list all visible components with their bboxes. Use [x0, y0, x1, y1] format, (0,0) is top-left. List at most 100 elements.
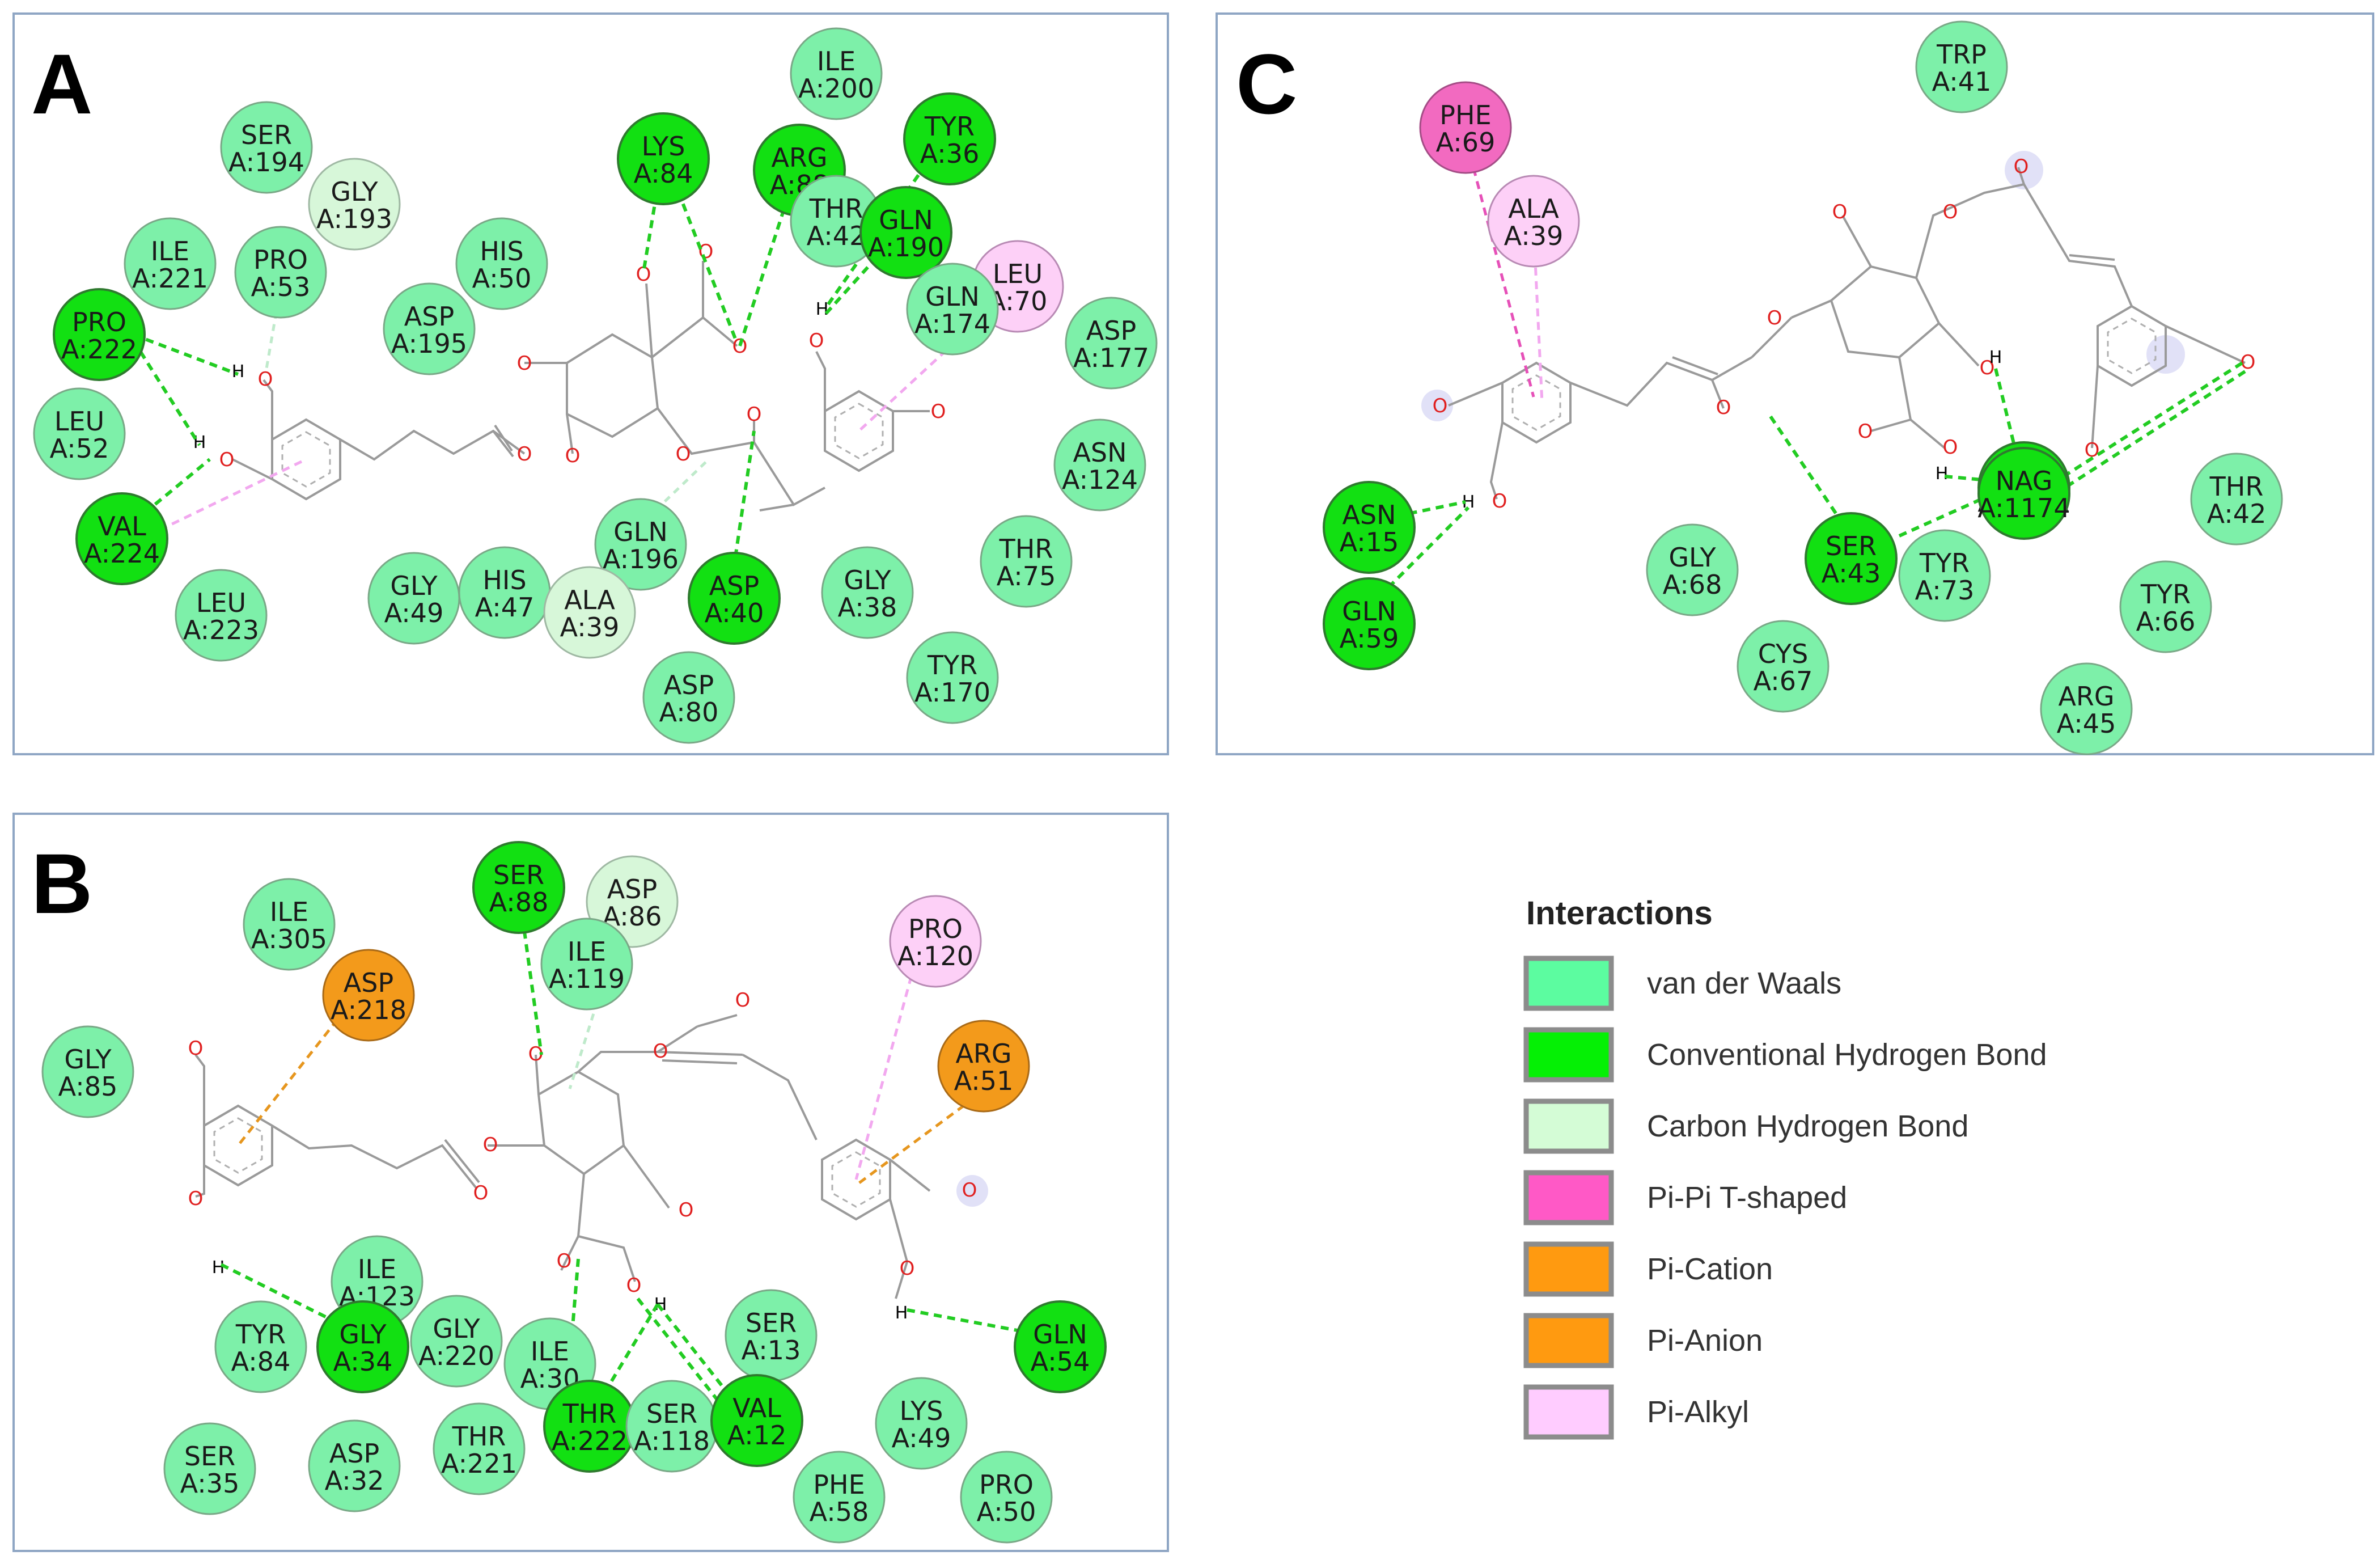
- residue-name: ALA: [1508, 193, 1559, 224]
- oxygen-atom: O: [962, 1179, 977, 1202]
- oxygen-atom: O: [931, 400, 946, 423]
- hydrogen-atom: H: [1936, 464, 1949, 484]
- oxygen-atom: O: [747, 403, 762, 426]
- residue-id: A:190: [868, 232, 944, 263]
- residue-name: PRO: [72, 307, 126, 337]
- residue-circle: [308, 158, 401, 251]
- bond-line: [889, 1159, 931, 1192]
- atom-halo: [2005, 151, 2043, 189]
- legend-item: Pi-Cation: [1523, 1241, 1773, 1297]
- residue-name: PHE: [813, 1469, 865, 1500]
- residue-name: ASN: [1073, 437, 1127, 468]
- interaction-line: [1767, 413, 1853, 537]
- residue-id: A:84: [231, 1346, 291, 1377]
- residue-name: ASP: [404, 301, 454, 332]
- bond-line: [815, 351, 826, 411]
- hydrogen-atom: H: [1462, 492, 1475, 512]
- legend-swatch: [1523, 1241, 1614, 1297]
- residue-id: A:66: [2136, 606, 2196, 637]
- bond-line: [444, 1139, 480, 1183]
- oxygen-atom: O: [1716, 396, 1731, 419]
- legend-swatch: [1523, 1027, 1614, 1083]
- residue-name: ARG: [771, 142, 827, 173]
- residue-name: LEU: [196, 587, 246, 618]
- residue-name: PRO: [253, 244, 308, 275]
- panel-c: C: [1216, 12, 2374, 755]
- residue-name: GLY: [844, 565, 891, 595]
- residue-id: A:124: [1062, 464, 1138, 495]
- legend-title: Interactions: [1526, 895, 1713, 932]
- residue-name: ILE: [270, 897, 308, 927]
- legend-label: Pi-Anion: [1647, 1324, 1763, 1358]
- residue-circle: [243, 878, 336, 971]
- interaction-line: [132, 339, 201, 446]
- bond-line: [566, 413, 574, 454]
- residue-id: A:193: [316, 204, 392, 234]
- ligand-structure-b: O O O O O O O O O O O O H H H: [188, 989, 988, 1323]
- bond-line: [2069, 254, 2115, 261]
- residue-circle: [875, 1377, 968, 1470]
- bond-line: [339, 429, 526, 461]
- residue-name: SER: [493, 860, 544, 890]
- residue-id: A:68: [1663, 569, 1722, 600]
- residue-name: GLY: [1668, 542, 1716, 573]
- bond-line: [1570, 356, 1752, 407]
- ligand-structure-c: O O O O O O O O O O O O H H H: [1421, 151, 2255, 513]
- panel-a-label: A: [31, 36, 92, 132]
- residue-id: A:34: [333, 1346, 393, 1377]
- residue-circle: [41, 1025, 134, 1118]
- residue-name: PRO: [979, 1469, 1034, 1500]
- oxygen-atom: O: [676, 443, 691, 466]
- bond-line: [2017, 167, 2025, 185]
- panel-b: B O: [12, 813, 1169, 1552]
- residue-circle: [688, 552, 781, 645]
- residue-circle: [1419, 81, 1512, 174]
- oxygen-atom: O: [565, 445, 581, 467]
- residue-name: GLN: [613, 517, 668, 547]
- legend-item: Conventional Hydrogen Bond: [1523, 1027, 2047, 1083]
- interaction-line: [220, 1263, 347, 1329]
- bond-line: [697, 1014, 738, 1028]
- bond-line: [492, 430, 514, 458]
- residue-circle: [2190, 453, 2283, 546]
- residue-name: SER: [241, 120, 292, 150]
- oxygen-atom: O: [2241, 351, 2256, 374]
- bond-line: [759, 504, 794, 512]
- interaction-line: [1367, 506, 1470, 608]
- residue-name: HIS: [480, 236, 523, 267]
- bond-line: [662, 1059, 738, 1064]
- residue-id: A:221: [132, 263, 208, 294]
- interaction-line: [1465, 141, 1535, 398]
- panel-c-label: C: [1236, 36, 1297, 132]
- residue-circle: [906, 263, 999, 356]
- residue-name: GLY: [64, 1044, 112, 1075]
- residue-circle: [859, 186, 952, 279]
- bond-line: [1489, 422, 1504, 500]
- legend-swatch: [1523, 1098, 1614, 1154]
- residue-name: THR: [562, 1398, 617, 1429]
- interaction-line: [1994, 368, 2020, 463]
- residue-circle: [33, 387, 126, 480]
- residue-name: ARG: [955, 1038, 1011, 1069]
- bond-line: [1751, 316, 1793, 358]
